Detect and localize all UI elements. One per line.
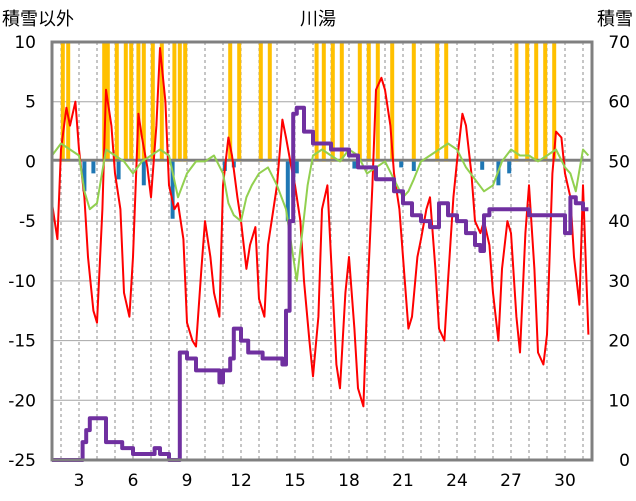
precip-bar [60, 42, 65, 162]
left-tick-label: 10 [14, 33, 36, 53]
precip-bar [435, 42, 440, 162]
sunshine-bar [82, 161, 87, 192]
precip-bar [390, 42, 395, 162]
right-tick-label: 70 [608, 33, 630, 53]
sunshine-bar [91, 161, 96, 174]
right-tick-label: 40 [608, 212, 630, 232]
precip-bar [267, 42, 272, 162]
sunshine-bar [399, 161, 404, 168]
precip-bar [129, 42, 134, 162]
precip-bar [330, 42, 335, 162]
precip-bar [444, 42, 449, 162]
left-tick-label: -10 [8, 272, 36, 292]
precip-bar [258, 42, 263, 162]
snow-depth-line [52, 105, 589, 462]
x-tick-label: 24 [446, 471, 468, 491]
sunshine-bar [411, 161, 416, 171]
sunshine-bar [507, 161, 512, 174]
precip-bar [366, 42, 371, 162]
precip-bar [159, 42, 164, 162]
sunshine-bar [141, 161, 146, 186]
precip-bar [314, 42, 319, 162]
sunshine-bar [285, 161, 290, 222]
precip-bar [136, 42, 141, 162]
precip-bar [321, 42, 326, 162]
x-tick-label: 9 [182, 471, 193, 491]
precip-bar [66, 42, 71, 162]
left-tick-labels: 10 5 0 -5 -10 -15 -20 -25 [8, 33, 36, 471]
x-tick-label: 27 [500, 471, 522, 491]
left-tick-label: -5 [19, 212, 36, 232]
precip-bar [177, 42, 182, 162]
chart-title: 川湯 [300, 9, 336, 30]
right-tick-label: 60 [608, 93, 630, 113]
x-tick-label: 3 [74, 471, 85, 491]
precip-bar [102, 42, 107, 162]
min-temp-line [51, 142, 590, 282]
x-tick-labels: 3 6 9 12 15 18 21 24 27 30 [74, 471, 576, 491]
right-tick-label: 0 [619, 451, 630, 471]
precip-bar [141, 42, 146, 162]
right-tick-label: 50 [608, 152, 630, 172]
precip-bar [123, 42, 128, 162]
right-tick-labels: 70 60 50 40 30 20 10 0 [608, 33, 630, 471]
sunshine-bar [294, 161, 299, 174]
left-tick-label: 0 [25, 152, 36, 172]
plot-frame [50, 40, 594, 462]
precip-bar [525, 42, 530, 162]
x-tick-label: 18 [338, 471, 360, 491]
precip-bar [183, 42, 188, 162]
left-tick-label: -25 [8, 451, 36, 471]
max-temp-line [51, 47, 590, 408]
right-tick-label: 10 [608, 391, 630, 411]
left-axis-title: 積雪以外 [2, 9, 74, 30]
sunshine-bar [116, 161, 121, 180]
precip-bar [357, 42, 362, 162]
precip-bar [514, 42, 519, 162]
precip-bar [114, 42, 119, 162]
series-lines [51, 47, 590, 462]
sunshine-bar [170, 161, 175, 219]
x-tick-label: 30 [554, 471, 576, 491]
precip-bar [411, 42, 416, 162]
left-tick-label: -20 [8, 391, 36, 411]
x-tick-label: 12 [230, 471, 252, 491]
precip-bar [172, 42, 177, 162]
precip-bar [552, 42, 557, 162]
left-tick-label: -15 [8, 332, 36, 352]
right-axis-title: 積雪 [597, 9, 633, 30]
precip-bar [237, 42, 242, 162]
sunshine-bar [352, 161, 357, 169]
x-tick-label: 21 [392, 471, 414, 491]
x-tick-label: 15 [284, 471, 306, 491]
grid [52, 42, 592, 460]
precip-bar [228, 42, 233, 162]
precip-bar [543, 42, 548, 162]
x-tick-label: 6 [128, 471, 139, 491]
precip-bar [534, 42, 539, 162]
precip-bar [339, 42, 344, 162]
precip-bar [150, 42, 155, 162]
precip-bar [375, 42, 380, 162]
right-tick-label: 20 [608, 332, 630, 352]
left-tick-label: 5 [25, 93, 36, 113]
right-tick-label: 30 [608, 272, 630, 292]
sunshine-bar [480, 161, 485, 170]
